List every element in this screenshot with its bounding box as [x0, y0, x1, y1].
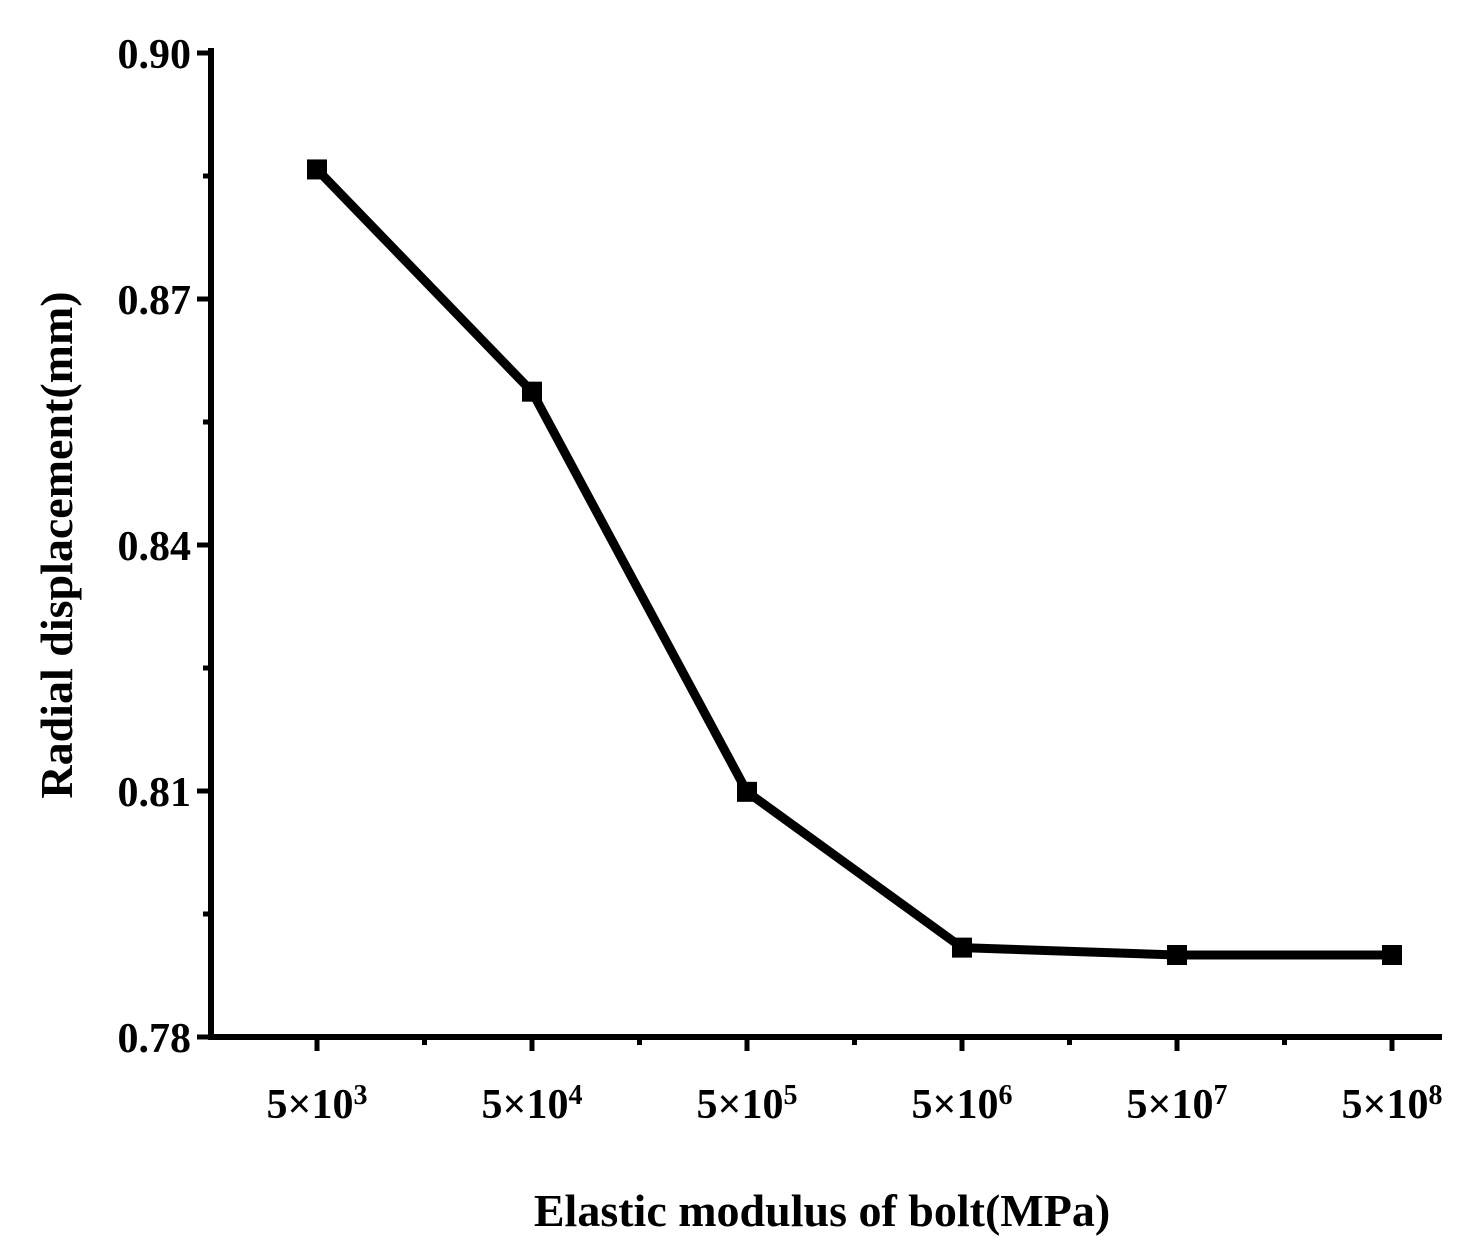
y-tick-label: 0.90	[118, 32, 192, 78]
x-tick-label: 5×107	[1127, 1080, 1228, 1128]
x-tick-label: 5×105	[697, 1080, 798, 1128]
x-tick-label: 5×104	[482, 1080, 583, 1128]
x-tick-base: 5×10	[912, 1082, 999, 1128]
x-tick-base: 5×10	[1342, 1082, 1429, 1128]
data-point-marker	[307, 159, 327, 180]
y-tick-label: 0.81	[118, 770, 192, 816]
data-point-marker	[522, 381, 542, 402]
x-axis-title: Elastic modulus of bolt(MPa)	[534, 1185, 1110, 1236]
y-tick-label: 0.78	[118, 1016, 192, 1062]
x-tick-label: 5×108	[1342, 1080, 1443, 1128]
y-tick-label: 0.87	[118, 278, 192, 324]
series-line	[313, 166, 1392, 960]
data-point-marker	[1167, 945, 1187, 965]
x-tick-label: 5×103	[267, 1080, 368, 1128]
x-tick-exponent: 3	[353, 1080, 367, 1111]
x-tick-base: 5×10	[482, 1082, 569, 1128]
y-ticks: 0.78 0.81 0.84 0.87 0.90	[118, 32, 211, 1062]
x-tick-base: 5×10	[697, 1082, 784, 1128]
x-ticks: 5×103 5×104 5×105 5×106 5×107 5×108	[267, 1037, 1443, 1128]
x-tick-exponent: 8	[1428, 1080, 1442, 1111]
axes	[208, 48, 1442, 1040]
y-tick-label: 0.84	[118, 524, 192, 570]
x-tick-exponent: 4	[568, 1080, 582, 1111]
x-tick-base: 5×10	[267, 1082, 354, 1128]
data-point-marker	[737, 781, 757, 802]
x-tick-exponent: 6	[998, 1080, 1012, 1111]
x-tick-exponent: 5	[783, 1080, 797, 1111]
y-axis-title: Radial displacement(mm)	[31, 291, 82, 798]
series-group	[307, 159, 1402, 965]
x-tick-base: 5×10	[1127, 1082, 1214, 1128]
x-tick-label: 5×106	[912, 1080, 1013, 1128]
x-tick-exponent: 7	[1213, 1080, 1227, 1111]
data-point-marker	[952, 937, 972, 958]
data-point-marker	[1382, 945, 1402, 965]
